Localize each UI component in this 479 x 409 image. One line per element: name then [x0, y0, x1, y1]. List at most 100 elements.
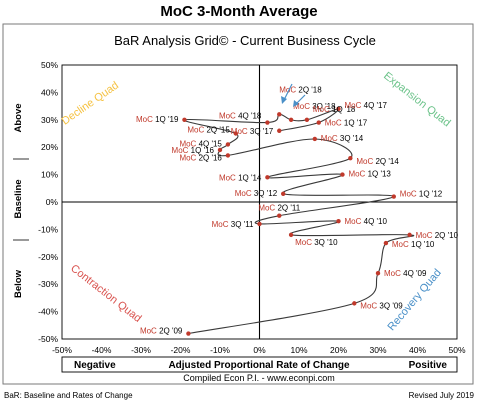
annotation-arrow-3q18: [295, 94, 306, 105]
axes-layer: 50% 40% 30% 20% 10% 0% -10% -20% -30% -40% -50%-50…: [38, 60, 466, 355]
point-label: MoC 3Q '11: [212, 220, 254, 229]
quadrant-label-decline: Decline Quad: [60, 80, 121, 128]
point-label: MoC 4Q '15: [179, 139, 222, 148]
data-point-marker: [288, 232, 294, 238]
point-label: MoC 3Q '18: [293, 102, 336, 111]
point-label: MoC 2Q '10: [416, 231, 459, 240]
x-tick-label: 30%: [369, 345, 386, 355]
x-caption-box: [61, 356, 458, 373]
data-point-marker: [312, 136, 317, 142]
y-tick-label: 10%: [41, 170, 58, 180]
data-point-marker: [257, 221, 262, 227]
y-tick-label: -40%: [38, 307, 58, 317]
point-label: MoC 1Q '16: [172, 146, 215, 155]
data-point-marker: [407, 232, 412, 238]
data-point-marker: [316, 120, 321, 125]
point-label: MoC 3Q '14: [321, 134, 364, 143]
point-label: MoC 2Q '18: [279, 85, 322, 94]
y-tick-label: -10%: [38, 224, 58, 234]
data-point-marker: [182, 117, 187, 123]
x-tick-label: 50%: [448, 345, 465, 355]
x-tick-label: -30%: [131, 345, 151, 355]
y-tick-label: 20%: [41, 142, 58, 152]
data-point-marker: [277, 112, 282, 117]
data-point-marker: [304, 117, 310, 123]
point-label: MoC 4Q '17: [345, 101, 388, 110]
data-point-marker: [336, 106, 341, 112]
x-tick-label: -50%: [52, 345, 72, 355]
point-label: MoC 3Q '12: [235, 189, 278, 198]
y-tick-label: 0%: [46, 197, 59, 207]
point-label: MoC 3Q '09: [360, 301, 403, 310]
x-tick-label: -40%: [92, 345, 112, 355]
chart-frame: [2, 23, 474, 385]
point-label: MoC 4Q '18: [219, 112, 262, 121]
y-tick-label: -20%: [38, 252, 58, 262]
point-label: MoC 3Q '10: [295, 238, 338, 247]
point-label: MoC 1Q '13: [348, 170, 391, 179]
footer-compiled: Compiled Econ P.I. - www.econpi.com: [183, 373, 334, 383]
footer-legend: BaR: Baseline and Rates of Change: [4, 391, 133, 400]
y-tick-label: 30%: [41, 115, 58, 125]
point-label: MoC 2Q '14: [356, 157, 399, 166]
x-tick-label: 10%: [290, 345, 307, 355]
data-point-marker: [225, 142, 231, 147]
footer-revised: Revised July 2019: [409, 391, 475, 400]
quadrant-label-expansion: Expansion Quad: [381, 70, 452, 130]
series-layer: [182, 106, 414, 336]
x-axis-title: Adjusted Proportional Rate of Change: [168, 360, 350, 371]
y-tick-label: -30%: [38, 279, 58, 289]
point-label: MoC 2Q '15: [187, 126, 230, 135]
annotation-arrowhead-2q18: [281, 96, 287, 104]
point-label: MoC 3Q '17: [231, 127, 274, 136]
data-point-marker: [348, 155, 353, 161]
data-point-marker: [225, 153, 231, 158]
chart-subtitle: BaR Analysis Grid© - Current Business Cy…: [114, 33, 376, 48]
point-labels-layer: MoC 2Q '09 MoC 3Q '09 MoC 4Q '09 MoC 1Q '10…: [136, 85, 459, 335]
data-point-marker: [186, 331, 191, 336]
point-label: MoC 2Q '16: [179, 153, 222, 162]
point-label: MoC 1Q '10: [392, 240, 435, 249]
data-point-marker: [281, 191, 286, 196]
quadrant-label-contraction: Contraction Quad: [68, 262, 143, 325]
x-tick-label: 0%: [253, 345, 266, 355]
y-label-above: Above: [13, 103, 24, 132]
x-end-negative: Negative: [74, 360, 116, 371]
data-point-marker: [265, 120, 270, 125]
annotation-arrows: [281, 83, 306, 107]
data-point-marker: [277, 213, 282, 218]
y-label-baseline: Baseline: [13, 179, 24, 218]
y-side-labels: Above Baseline Below: [13, 103, 29, 298]
point-label: MoC 1Q '19: [136, 115, 179, 124]
point-label: MoC 2Q '11: [258, 204, 300, 213]
data-point-marker: [233, 131, 238, 136]
y-label-below: Below: [13, 269, 24, 298]
point-label: MoC 1Q '14: [219, 173, 262, 182]
x-tick-label: 20%: [330, 345, 347, 355]
point-label: MoC 1Q '17: [325, 119, 368, 128]
data-point-marker: [383, 240, 389, 246]
y-tick-label: -50%: [38, 334, 58, 344]
data-point-marker: [340, 172, 345, 177]
data-point-marker: [336, 218, 341, 224]
x-tick-label: 40%: [409, 345, 426, 355]
chart-main-title: MoC 3-Month Average: [160, 3, 317, 20]
y-tick-label: 40%: [41, 87, 58, 97]
x-end-positive: Positive: [409, 360, 448, 371]
y-tick-label: 50%: [41, 60, 58, 70]
x-tick-label: -20%: [171, 345, 191, 355]
data-point-marker: [352, 301, 357, 306]
point-label: MoC 4Q '10: [345, 217, 388, 226]
x-tick-label: -10%: [210, 345, 230, 355]
data-point-marker: [277, 128, 282, 133]
data-point-marker: [265, 175, 270, 180]
annotation-arrowhead-3q18: [293, 100, 299, 107]
data-point-marker: [391, 194, 396, 199]
data-point-marker: [375, 271, 381, 276]
data-point-marker: [288, 117, 294, 123]
point-label: MoC 1Q '18: [313, 105, 356, 114]
point-label: MoC 2Q '09: [140, 327, 183, 336]
annotation-arrow-2q18: [283, 83, 293, 101]
